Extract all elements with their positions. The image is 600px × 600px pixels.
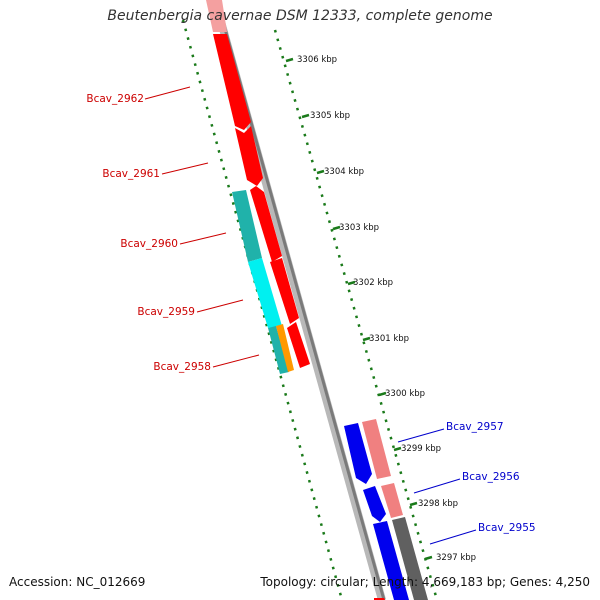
kbp-label-3299: 3299 kbp: [401, 444, 441, 454]
kbp-label-3300: 3300 kbp: [385, 389, 425, 399]
kbp-label-3304: 3304 kbp: [324, 167, 364, 177]
map-title: Beutenbergia cavernae DSM 12333, complet…: [107, 8, 493, 24]
inner-tick-track: [181, 19, 344, 600]
kbp-labels: 3306 kbp 3305 kbp 3304 kbp 3303 kbp 3302…: [297, 55, 476, 563]
gene-feature-bcav-2962: [213, 34, 251, 130]
gene-label-bcav-2960: Bcav_2960: [120, 238, 178, 250]
gene-feature-bcav-2958-teal: [268, 326, 289, 374]
kbp-label-3306: 3306 kbp: [297, 55, 337, 65]
gene-feature-bcav-2958-red: [287, 322, 310, 368]
gene-features-right: [344, 419, 428, 600]
gene-label-bcav-2961: Bcav_2961: [102, 168, 160, 180]
gene-label-bcav-2958: Bcav_2958: [153, 361, 211, 373]
gene-feature-bcav-2956-pink: [381, 483, 403, 518]
gene-feature-bcav-2957-blue: [344, 423, 372, 484]
gene-label-bcav-2956: Bcav_2956: [462, 471, 520, 483]
gene-label-bcav-2959: Bcav_2959: [137, 306, 195, 318]
kbp-label-3305: 3305 kbp: [310, 111, 350, 121]
kbp-label-3301: 3301 kbp: [369, 334, 409, 344]
gene-label-bcav-2962: Bcav_2962: [86, 93, 144, 105]
left-gene-labels: Bcav_2962 Bcav_2961 Bcav_2960 Bcav_2959 …: [86, 93, 211, 373]
gene-feature-bcav-2959-red: [270, 258, 299, 324]
right-gene-labels: Bcav_2957 Bcav_2956 Bcav_2955: [446, 421, 536, 534]
gene-feature-bcav-2959-cyan: [248, 258, 282, 328]
left-label-leaders: [144, 86, 260, 368]
gene-label-bcav-2957: Bcav_2957: [446, 421, 504, 433]
kbp-markers: [285, 57, 433, 561]
genome-summary: Topology: circular; Length: 4,669,183 bp…: [260, 575, 590, 589]
gene-label-bcav-2955: Bcav_2955: [478, 522, 536, 534]
gene-feature-bcav-2958-orange: [276, 324, 294, 372]
gene-feature-bcav-2955-grey: [392, 517, 428, 600]
kbp-label-3303: 3303 kbp: [339, 223, 379, 233]
gene-feature-bcav-2956-blue: [363, 486, 386, 522]
gene-feature-bcav-2960-cyan: [232, 190, 262, 262]
gene-feature-bcav-2957-pink: [362, 419, 391, 479]
right-label-leaders: [397, 428, 477, 545]
gene-features-left: [206, 0, 310, 374]
kbp-label-3297: 3297 kbp: [436, 553, 476, 563]
accession-label: Accession: NC_012669: [9, 575, 146, 589]
gene-feature-bcav-2955-blue: [373, 521, 409, 600]
gene-feature-top-stub: [206, 0, 227, 32]
gene-feature-bcav-2961: [235, 126, 263, 186]
gene-feature-bcav-2960-red: [250, 186, 282, 262]
kbp-label-3302: 3302 kbp: [353, 278, 393, 288]
kbp-label-3298: 3298 kbp: [418, 499, 458, 509]
